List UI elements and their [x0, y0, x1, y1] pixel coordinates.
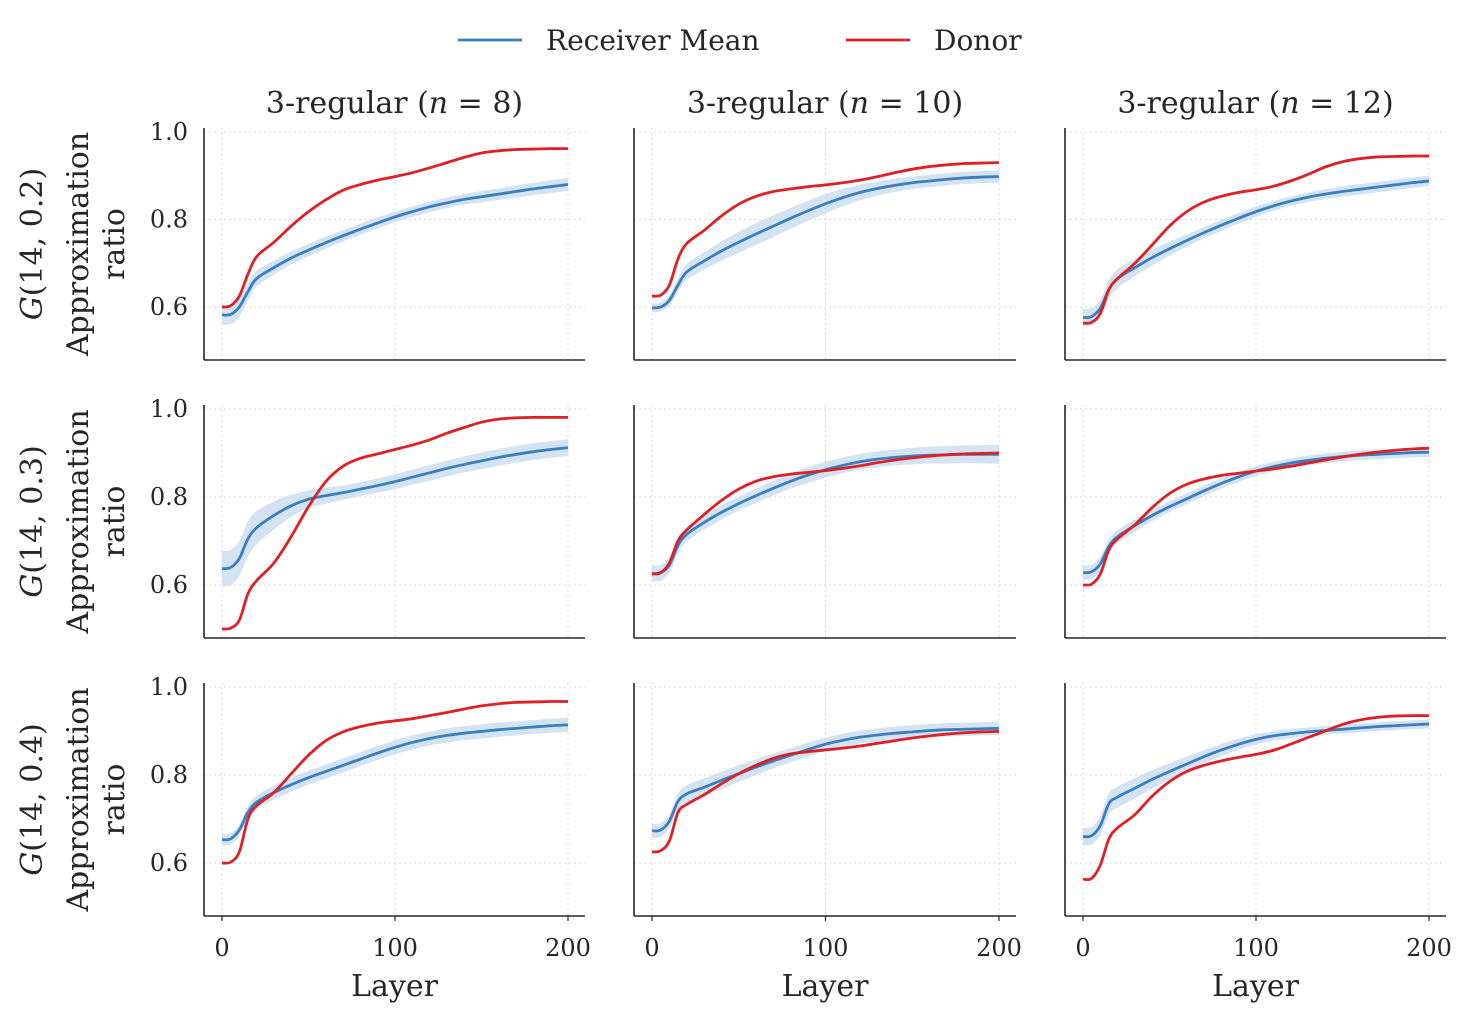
y-tick-label: 0.6: [150, 293, 188, 321]
legend-receiver-mean-label: Receiver Mean: [546, 24, 760, 57]
donor-line: [1082, 714, 1430, 882]
y-tick-label: 1.0: [150, 395, 188, 423]
legend-donor-label: Donor: [934, 24, 1022, 57]
receiver-mean-line: [1082, 722, 1430, 839]
donor-line: [651, 730, 1000, 854]
row-label-0: G(14, 0.2) Approximation ratio: [15, 132, 132, 357]
receiver-band: [652, 170, 999, 313]
legend-donor: Donor: [846, 24, 1022, 57]
x-tick-label: 0: [214, 934, 229, 962]
y-tick-label: 0.8: [150, 206, 188, 234]
donor-line: [221, 415, 568, 631]
receiver-band: [222, 439, 568, 587]
x-axis-title-1: Layer: [782, 969, 870, 1004]
x-axis-title-0: Layer: [351, 969, 439, 1004]
y-tick-label: 0.8: [150, 483, 188, 511]
donor-line: [221, 700, 569, 865]
x-tick-label: 100: [1233, 934, 1279, 962]
subplot-grid: 0.6 0.8 1.0 0.6 0.8 1.0 0.6 0.8 1.0 0 100 200 0 100 20…: [150, 118, 1452, 962]
subplot-r0-c0: 0.6 0.8 1.0: [150, 118, 585, 361]
row-label-graph-0: G(14, 0.2): [15, 168, 50, 320]
subplot-r0-c1: [633, 128, 1016, 361]
y-axis-title-line2-0: ratio: [97, 208, 132, 280]
receiver-mean-line: [221, 446, 569, 571]
row-label-1: G(14, 0.3) Approximation ratio: [15, 409, 132, 634]
receiver-band: [1083, 447, 1429, 580]
y-axis-title-line1-2: Approximation: [61, 687, 96, 912]
subplot-r1-c0: 0.6 0.8 1.0: [150, 395, 585, 639]
donor-line: [221, 147, 569, 309]
x-tick-label: 200: [976, 934, 1022, 962]
x-axis-titles: Layer Layer Layer: [351, 969, 1300, 1004]
subplot-r2-c0: 0.6 0.8 1.0 0 100 200: [150, 673, 591, 962]
x-tick-label: 100: [803, 934, 849, 962]
donor-line: [1082, 446, 1430, 587]
receiver-band: [222, 177, 568, 325]
x-tick-label: 200: [1406, 934, 1452, 962]
y-tick-label: 0.6: [150, 571, 188, 599]
subplot-r1-c1: [633, 405, 1016, 639]
receiver-band: [1083, 719, 1429, 846]
x-axis-title-2: Layer: [1212, 969, 1300, 1004]
donor-line: [651, 451, 1000, 576]
receiver-band: [1083, 175, 1429, 327]
y-tick-label: 1.0: [150, 118, 188, 146]
x-tick-label: 0: [1075, 934, 1090, 962]
row-label-2: G(14, 0.4) Approximation ratio: [15, 687, 132, 912]
row-label-graph-2: G(14, 0.4): [15, 723, 50, 875]
y-tick-label: 0.8: [150, 761, 188, 789]
donor-line: [1082, 154, 1430, 325]
column-titles: 3-regular (n = 8) 3-regular (n = 10) 3-reg…: [266, 86, 1394, 121]
column-title-1: 3-regular (n = 10): [687, 86, 963, 121]
y-tick-label: 0.6: [150, 849, 188, 877]
y-axis-title-line1-1: Approximation: [61, 409, 96, 634]
receiver-mean-line: [651, 726, 1000, 833]
y-tick-label: 1.0: [150, 673, 188, 701]
column-title-0: 3-regular (n = 8): [266, 86, 523, 121]
receiver-mean-line: [651, 175, 1000, 310]
x-tick-label: 100: [372, 934, 418, 962]
subplot-r2-c2: 0 100 200: [1064, 683, 1452, 962]
subplot-r0-c2: [1064, 128, 1446, 361]
y-axis-title-line2-1: ratio: [97, 486, 132, 558]
receiver-mean-line: [221, 723, 569, 842]
x-tick-label: 0: [644, 934, 659, 962]
row-label-graph-1: G(14, 0.3): [15, 445, 50, 597]
receiver-mean-line: [221, 183, 569, 317]
legend-receiver-mean: Receiver Mean: [458, 24, 760, 57]
y-axis-title-line1-0: Approximation: [61, 132, 96, 357]
x-tick-label: 200: [545, 934, 591, 962]
receiver-band: [222, 717, 568, 846]
subplot-r2-c1: 0 100 200: [633, 683, 1022, 962]
donor-line: [651, 161, 1000, 298]
legend: Receiver Mean Donor: [458, 24, 1022, 57]
subplot-r1-c2: [1064, 405, 1446, 639]
column-title-2: 3-regular (n = 12): [1117, 86, 1393, 121]
y-axis-title-line2-2: ratio: [97, 764, 132, 836]
